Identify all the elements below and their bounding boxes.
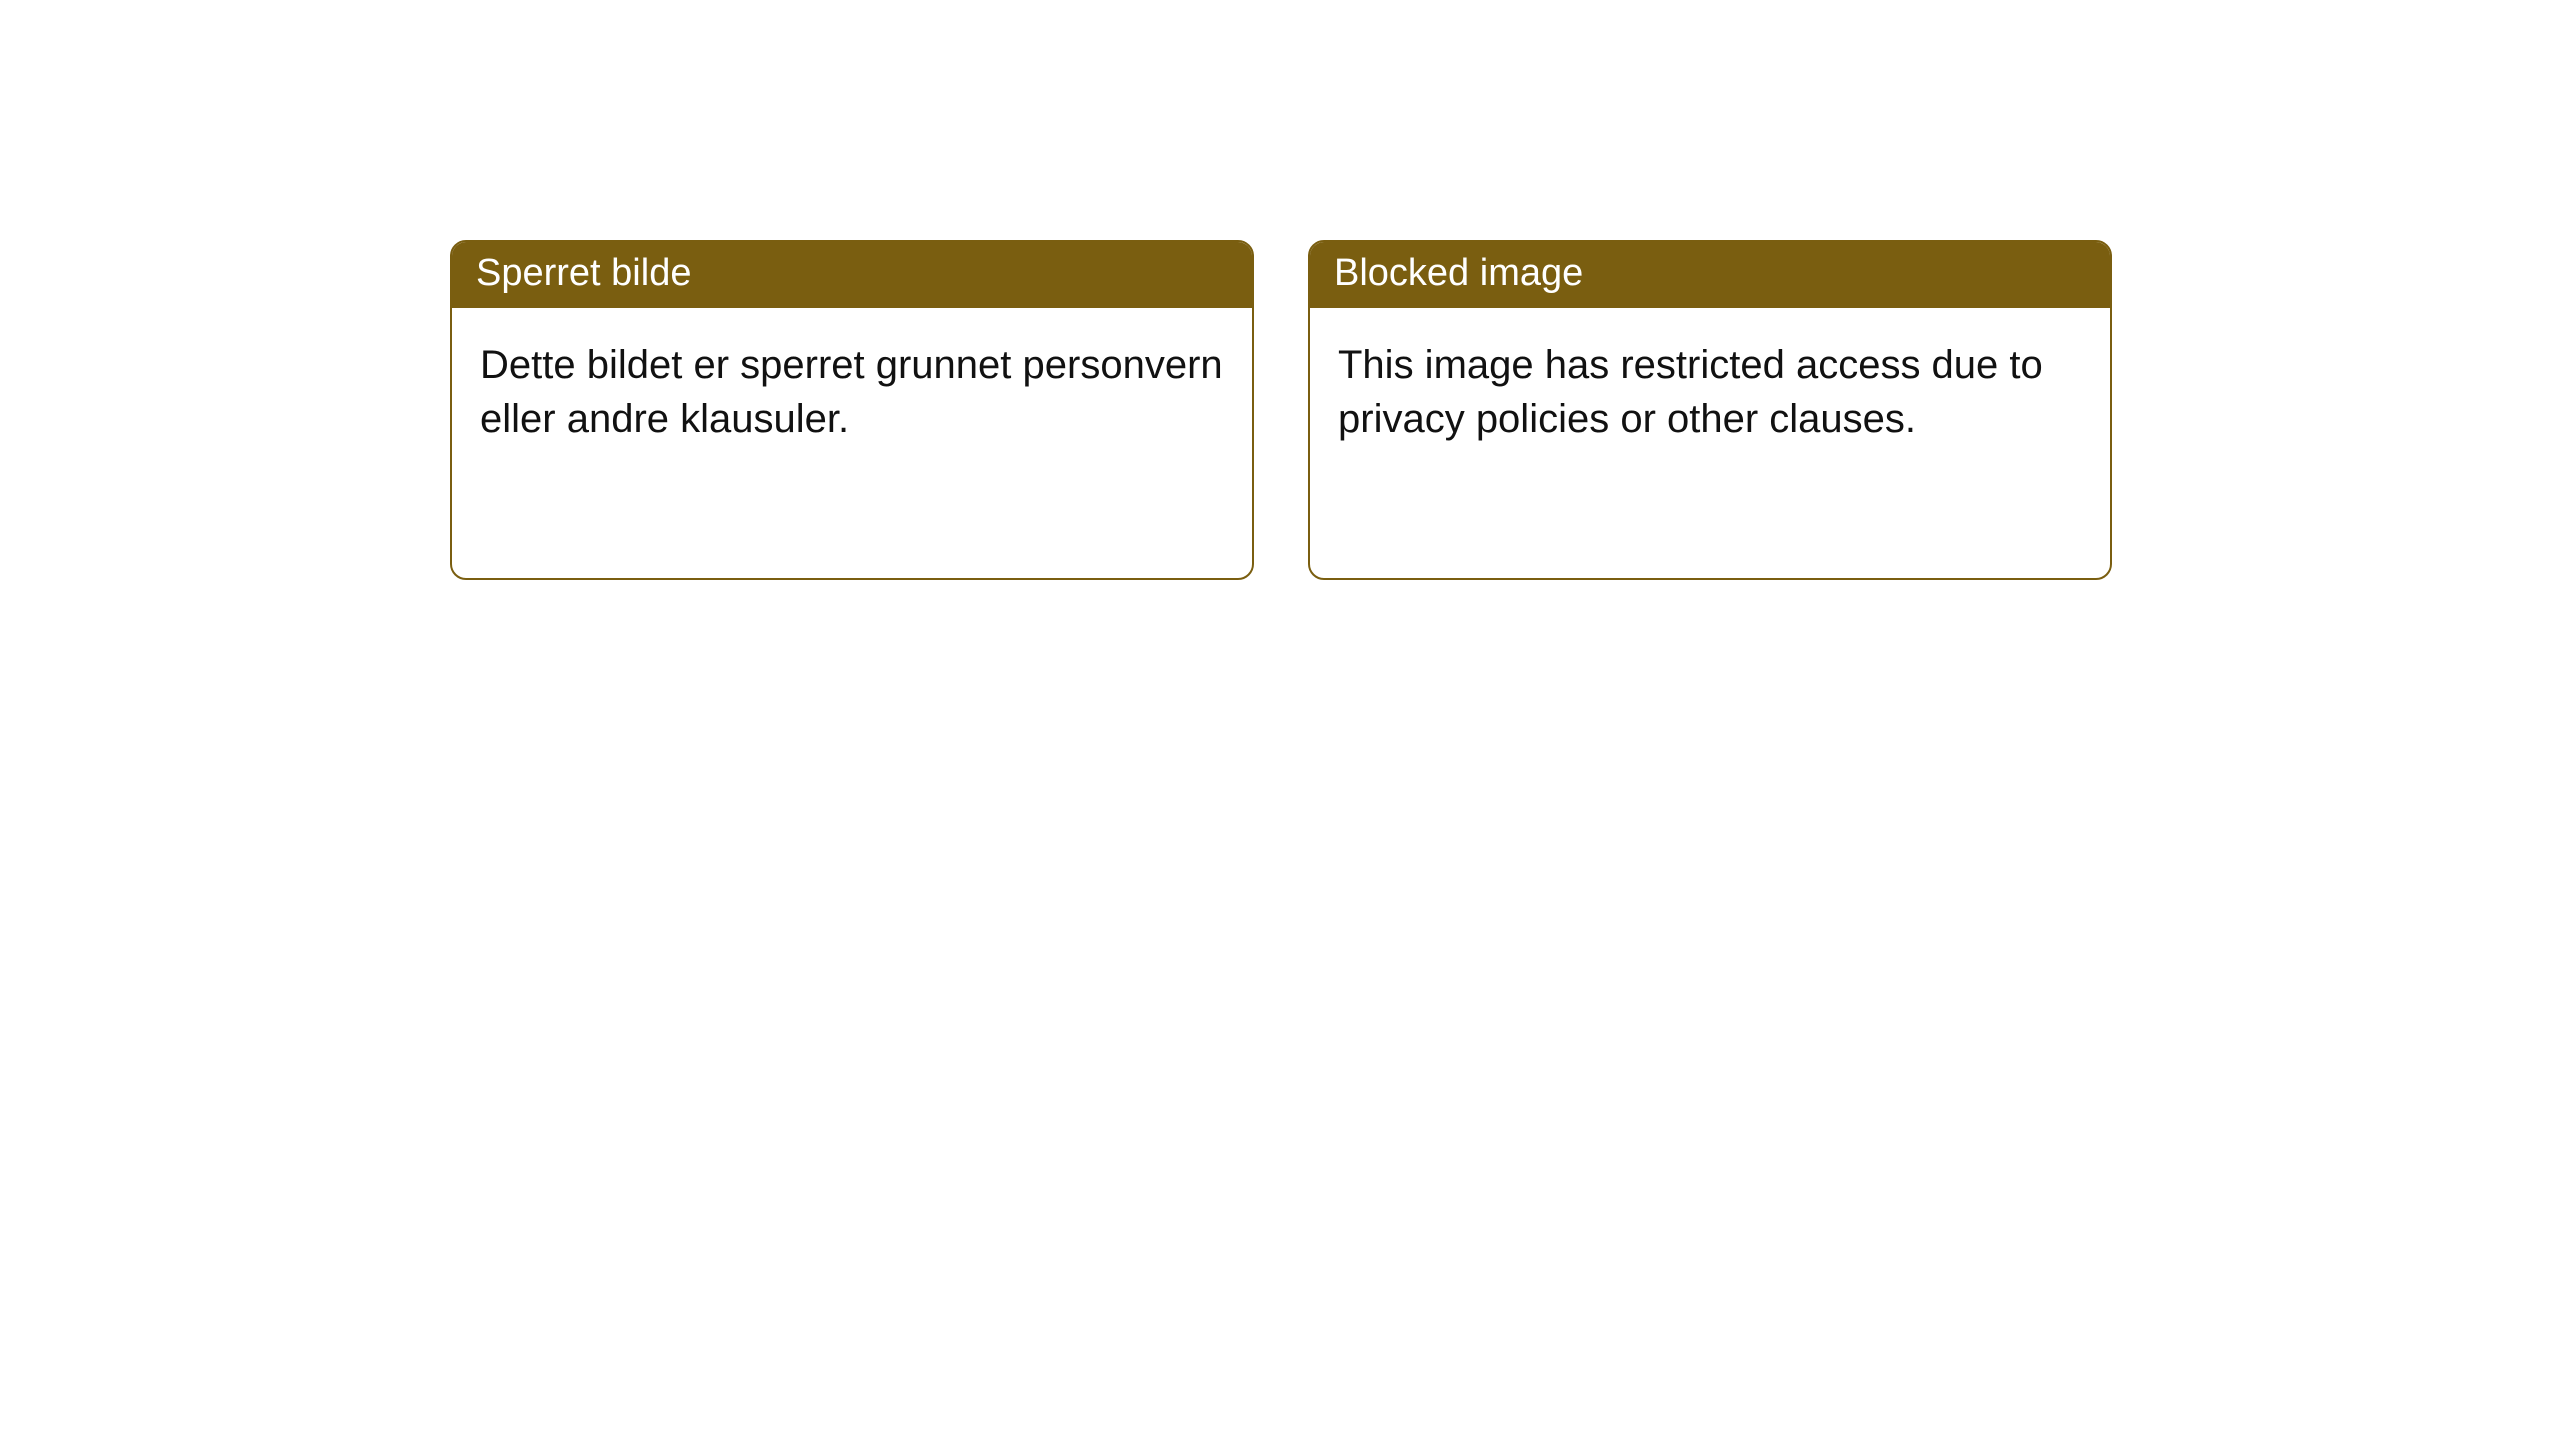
notice-title-en: Blocked image [1310,242,2110,308]
blocked-image-card-no: Sperret bilde Dette bildet er sperret gr… [450,240,1254,580]
notice-body-no: Dette bildet er sperret grunnet personve… [452,308,1252,578]
notice-body-en: This image has restricted access due to … [1310,308,2110,578]
notice-container: Sperret bilde Dette bildet er sperret gr… [0,0,2560,580]
blocked-image-card-en: Blocked image This image has restricted … [1308,240,2112,580]
notice-title-no: Sperret bilde [452,242,1252,308]
